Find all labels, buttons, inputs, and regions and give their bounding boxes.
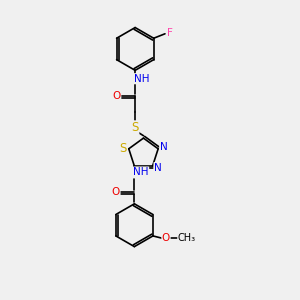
Text: NH: NH [133,167,149,177]
Text: N: N [160,142,167,152]
Text: O: O [162,233,170,243]
Text: S: S [131,121,139,134]
Text: O: O [112,187,120,197]
Text: F: F [167,28,173,38]
Text: O: O [112,91,121,100]
Text: NH: NH [134,74,149,84]
Text: N: N [154,163,162,172]
Text: CH₃: CH₃ [178,233,196,243]
Text: S: S [119,142,127,155]
